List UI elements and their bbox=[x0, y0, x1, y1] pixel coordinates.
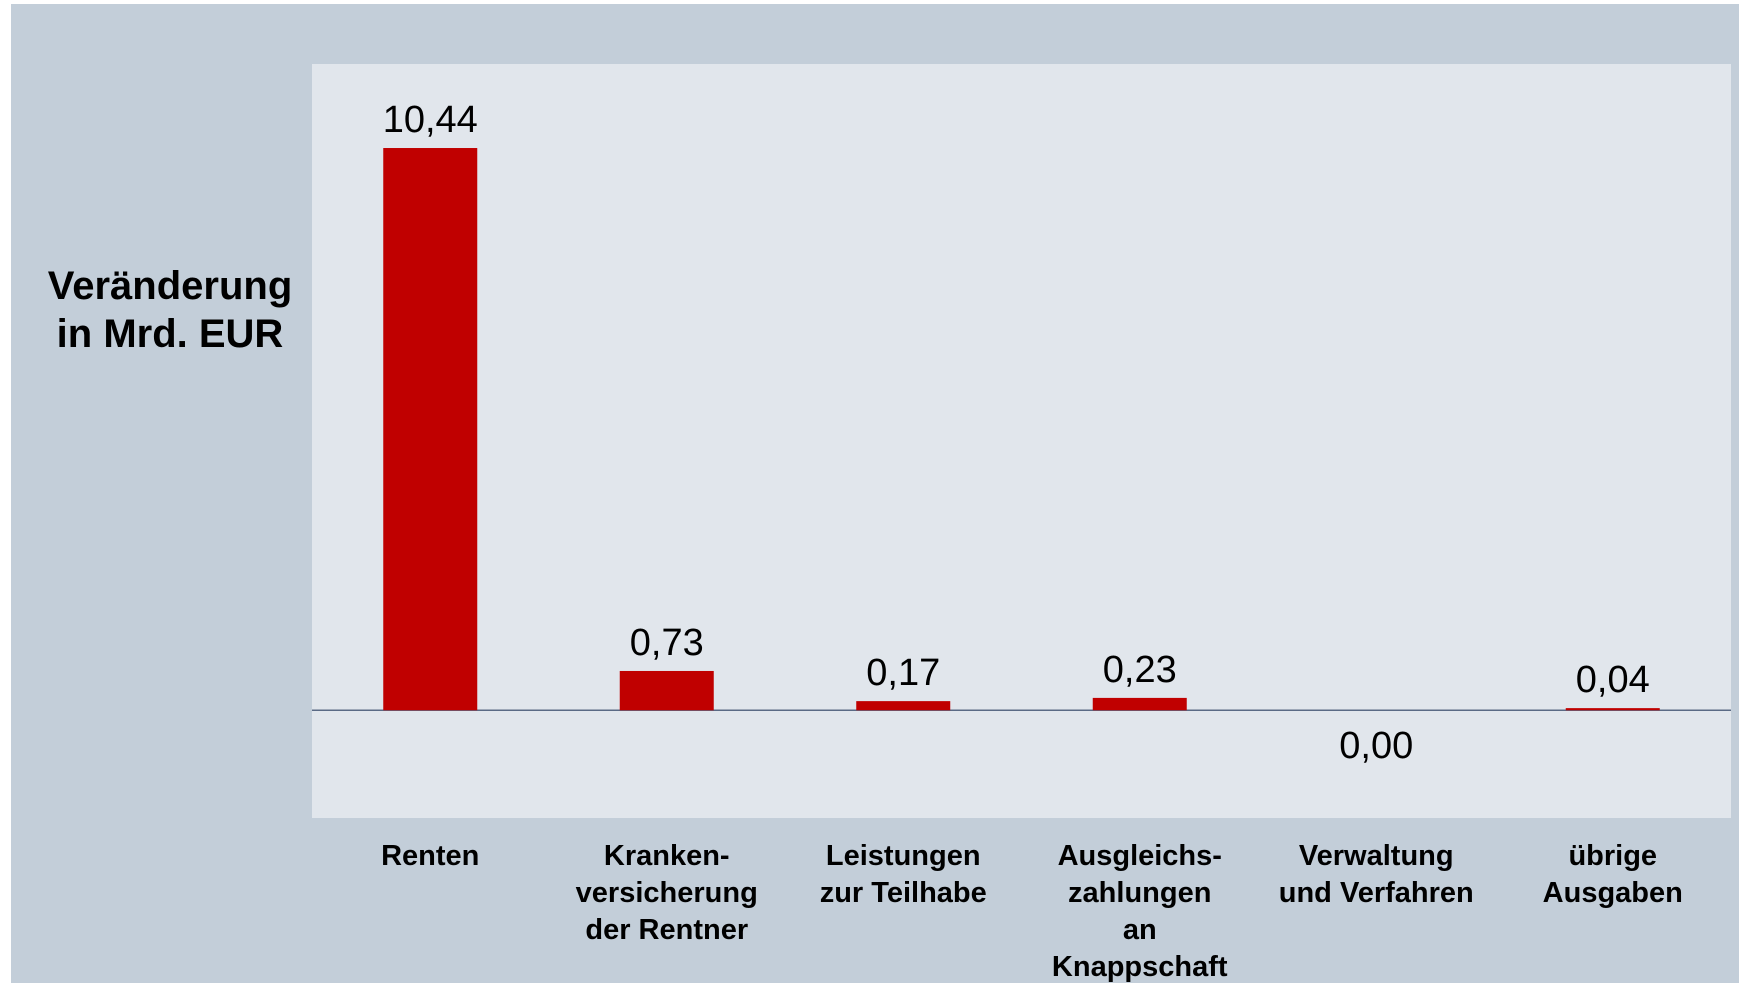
bar bbox=[1565, 708, 1660, 711]
value-label: 0,23 bbox=[1102, 648, 1177, 691]
x-tick-label: Verwaltung und Verfahren bbox=[1278, 840, 1474, 909]
plot-area bbox=[312, 64, 1731, 818]
x-tick-label: Renten bbox=[381, 840, 480, 872]
x-tick-label: übrige Ausgaben bbox=[1542, 840, 1683, 909]
x-tick-label: Ausgleichs- zahlungen an Knappschaft bbox=[1051, 840, 1228, 983]
x-tick-label: Kranken- versicherung der Rentner bbox=[575, 840, 758, 946]
bar bbox=[856, 701, 951, 711]
bar bbox=[1092, 697, 1187, 711]
x-tick-label: Leistungen zur Teilhabe bbox=[819, 840, 987, 909]
value-label: 0,04 bbox=[1575, 659, 1650, 702]
value-label: 0,73 bbox=[629, 621, 704, 664]
y-axis-label: Veränderung in Mrd. EUR bbox=[47, 264, 293, 356]
value-label: 0,00 bbox=[1339, 725, 1414, 768]
bar bbox=[619, 670, 714, 711]
value-label: 10,44 bbox=[382, 99, 478, 142]
value-label: 0,17 bbox=[866, 652, 941, 695]
bar bbox=[383, 148, 478, 711]
